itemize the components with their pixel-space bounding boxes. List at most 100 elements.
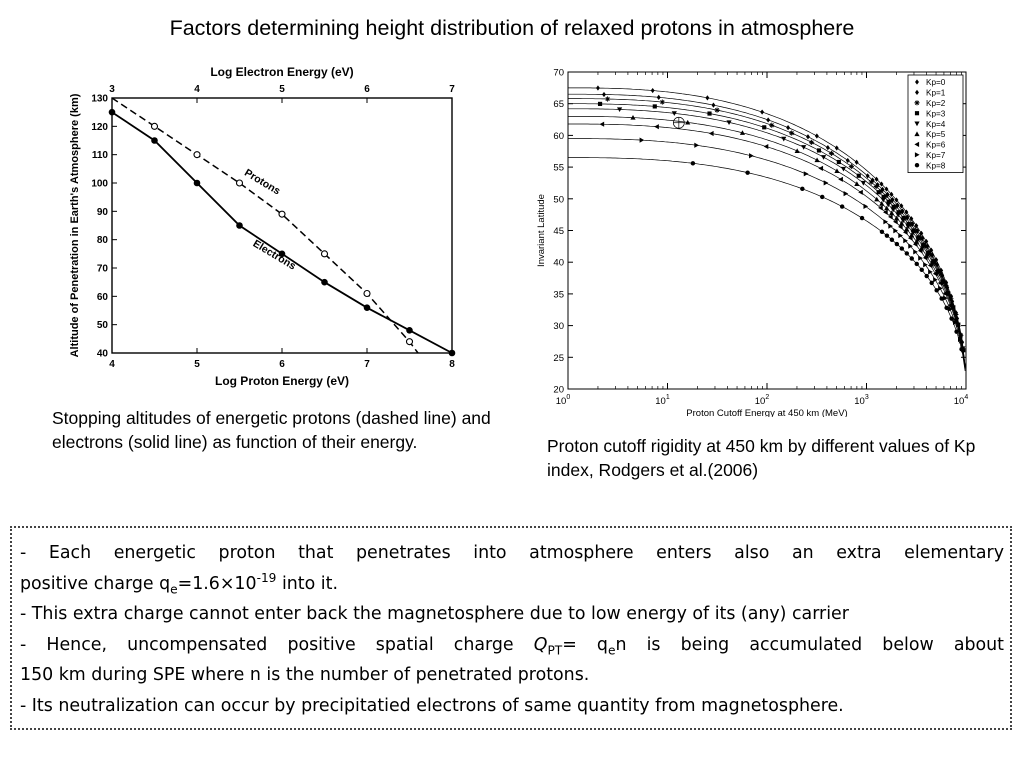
electrons-point: [321, 278, 328, 286]
y-tick-label: 65: [553, 99, 564, 110]
x-tick-label: 8: [449, 359, 455, 370]
x2-tick-label: 5: [279, 84, 285, 95]
kp-data-point: [913, 249, 918, 255]
kp-data-point: [708, 130, 714, 137]
kp-data-point: [914, 100, 920, 106]
legend-label: Kp=2: [926, 99, 946, 108]
kp-data-point: [893, 203, 899, 209]
kp-data-point: [848, 163, 854, 170]
kp-series-3: [568, 101, 966, 367]
kp-data-point: [873, 183, 879, 190]
kp-data-point: [889, 210, 895, 216]
kp-data-point: [650, 87, 655, 94]
legend-label: Kp=0: [926, 78, 946, 87]
kp-data-point: [924, 238, 929, 245]
kp-data-point: [895, 212, 901, 218]
electrons-point: [108, 108, 116, 116]
legend-label: Kp=3: [926, 109, 946, 118]
x-tick-label: 104: [954, 394, 969, 407]
kp-data-point: [915, 79, 919, 85]
kp-series-4: [568, 107, 966, 368]
kp-data-point: [889, 237, 895, 242]
stopping-altitude-svg: 4 5 6 7 8 3 4 5 6 7 40 50 60 70 80 90 100 110 120 130 Log Pr…: [69, 65, 456, 388]
kp-data-point: [694, 142, 699, 148]
kp-data-point: [939, 296, 944, 301]
kp-data-point: [879, 229, 885, 235]
note-line-2: positive charge qe=1.6×10-19 into it.: [20, 569, 1004, 600]
y-tick-label: 130: [91, 94, 108, 105]
kp-data-point: [903, 215, 909, 221]
kp-data-point: [652, 104, 657, 109]
kp-data-point: [904, 209, 909, 215]
kp-data-point: [714, 107, 720, 113]
y-tick-label: 80: [97, 235, 109, 246]
protons-point: [363, 289, 371, 298]
legend-label: Kp=8: [926, 161, 946, 170]
y-tick-label: 90: [97, 207, 109, 218]
protons-point: [235, 179, 244, 187]
note-text: - This extra charge cannot enter back th…: [20, 604, 849, 624]
x-tick-exponent: 1: [666, 394, 670, 401]
kp-data-point: [894, 215, 900, 221]
kp-data-point: [818, 165, 824, 172]
kp-data-point: [836, 159, 841, 165]
kp-data-point: [878, 205, 883, 211]
kp-data-point: [896, 210, 901, 215]
note-line-6: - Its neutralization can occur by precip…: [20, 691, 1004, 722]
electrons-point: [193, 179, 201, 187]
plot-frame: [111, 97, 453, 354]
kp-data-point: [874, 196, 880, 202]
kp-data-point: [705, 95, 710, 101]
kp-data-point: [933, 277, 938, 283]
kp-data-point: [897, 224, 903, 230]
kp-data-point: [769, 122, 775, 128]
kp-data-point: [943, 282, 949, 289]
kp-data-point: [739, 130, 746, 135]
protons-point: [278, 210, 286, 218]
y-tick-label: 40: [97, 349, 109, 360]
kp-data-point: [828, 150, 835, 156]
kp-data-point: [909, 256, 915, 261]
kp-data-point: [685, 119, 691, 125]
kp-data-point: [763, 143, 769, 150]
kp-data-point: [893, 228, 898, 234]
kp-data-point: [766, 117, 771, 123]
kp-data-point: [920, 244, 926, 250]
kp-data-point: [890, 207, 896, 213]
kp-data-point: [858, 189, 863, 195]
kp-data-point: [639, 137, 645, 143]
kp-data-point: [803, 171, 809, 177]
x-axis-label: Log Proton Energy (eV): [215, 374, 349, 388]
kp-curve: [568, 103, 966, 367]
kp-data-point: [906, 221, 911, 227]
y-tick-label: 60: [553, 131, 564, 142]
kp-data-point: [891, 204, 896, 209]
kp-data-point: [854, 159, 859, 165]
kp-series-7: [568, 137, 966, 370]
kp-data-point: [898, 232, 903, 239]
kp-data-point: [899, 246, 905, 251]
kp-data-point: [950, 298, 955, 304]
kp-data-point: [899, 203, 904, 209]
kp-data-point: [902, 229, 908, 235]
kp-data-point: [923, 243, 929, 249]
note-line-1: - Each energetic proton that penetrates …: [20, 538, 1004, 569]
kp-data-point: [880, 197, 886, 203]
note-text: 150 km during SPE where n is the number …: [20, 665, 590, 685]
kp-data-point: [911, 228, 916, 233]
kp-data-point: [898, 209, 904, 215]
kp-data-point: [899, 220, 905, 226]
kp-data-point: [690, 161, 696, 166]
kp-data-point: [892, 219, 898, 225]
kp-data-point: [934, 288, 939, 293]
kp-data-point: [914, 131, 920, 137]
kp-data-point: [781, 136, 787, 142]
legend-label: Kp=7: [926, 151, 946, 160]
electrons-line: [111, 111, 453, 354]
kp-data-point: [953, 319, 958, 326]
x-tick-label: 101: [655, 394, 670, 407]
x-tick-label: 7: [364, 359, 370, 370]
legend-label: Kp=1: [926, 89, 946, 98]
kp-data-point: [913, 238, 920, 244]
right-figure-caption: Proton cutoff rigidity at 450 km by diff…: [547, 436, 976, 480]
